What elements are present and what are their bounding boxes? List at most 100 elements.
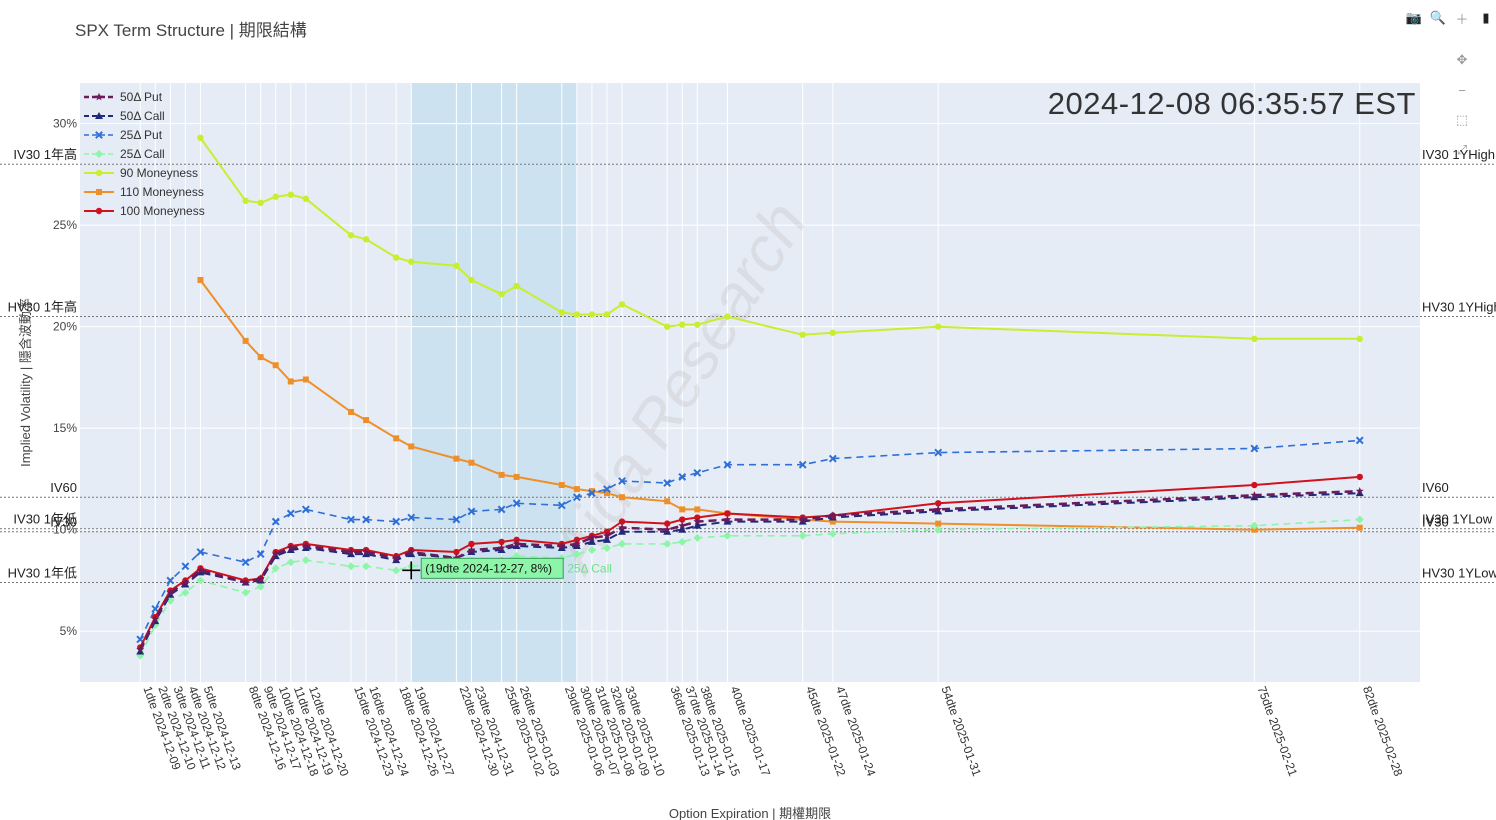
data-point-m110 (513, 473, 520, 480)
autoscale-icon[interactable]: ⤢ (1456, 142, 1468, 157)
zoom-out-icon[interactable]: − (1458, 82, 1466, 98)
data-point-m110 (1251, 526, 1258, 533)
data-point-put50 (136, 645, 145, 653)
data-point-put25 (256, 550, 265, 558)
data-point-m90 (603, 311, 611, 318)
data-point-put50 (1250, 491, 1259, 499)
data-point-m110 (588, 488, 595, 495)
zoom-icon[interactable]: 🔍 (1429, 10, 1447, 25)
reference-line-label-right: IV60 (1422, 480, 1449, 495)
data-point-m110 (603, 490, 610, 497)
camera-icon[interactable]: 📷 (1405, 10, 1423, 25)
data-point-m100 (679, 516, 686, 523)
data-point-m110 (1356, 524, 1363, 531)
data-point-put50 (392, 553, 401, 562)
data-point-m110 (829, 518, 836, 525)
y-tick-label: 15% (53, 421, 77, 435)
series-line-put50 (139, 489, 1360, 651)
series-line-m110 (199, 279, 1360, 531)
y-tick-label: 20% (53, 320, 77, 334)
data-point-put25 (181, 562, 190, 571)
data-point-m110 (498, 471, 505, 478)
data-point-put25 (934, 448, 943, 457)
data-point-put50 (798, 515, 807, 523)
data-point-m100 (618, 518, 626, 525)
pan-icon[interactable]: ✥ (1456, 52, 1468, 67)
data-point-put50 (663, 525, 672, 534)
data-point-m110 (363, 417, 370, 424)
data-point-m90 (679, 321, 686, 328)
data-point-put25 (362, 515, 370, 524)
data-point-m110 (242, 337, 249, 344)
data-point-call25 (196, 576, 205, 585)
legend-label: 25Δ Call (120, 147, 165, 161)
x-tick-label: 54dte 2025-01-31 (938, 684, 984, 778)
data-point-m100 (663, 520, 671, 527)
data-point-m100 (453, 548, 460, 556)
data-point-put25 (572, 493, 581, 502)
data-point-m90 (724, 313, 731, 320)
legend-marker-call25 (95, 150, 103, 158)
y-tick-label: 25% (53, 218, 77, 232)
data-point-call25 (723, 531, 732, 540)
data-point-m110 (694, 506, 701, 513)
data-point-m90 (1356, 335, 1363, 343)
data-point-put50 (241, 578, 250, 586)
data-point-call25 (362, 562, 371, 571)
reference-line-label-right: IV30 1YHigh (1422, 147, 1495, 162)
modebar: 📷 🔍 ＋ ▮ (1404, 8, 1496, 28)
data-point-put50 (271, 549, 280, 558)
data-point-call25 (618, 539, 627, 548)
data-point-put25 (693, 468, 702, 477)
data-point-m110 (935, 520, 942, 527)
data-point-m90 (558, 309, 565, 316)
box-select-icon[interactable]: ⬚ (1455, 112, 1469, 127)
data-point-put50 (934, 505, 943, 513)
data-point-m90 (347, 232, 355, 239)
data-point-m90 (272, 193, 279, 200)
data-point-put50 (256, 574, 265, 582)
data-point-put50 (557, 541, 566, 550)
data-point-call25 (286, 558, 295, 567)
reference-line-label: IV30 (50, 515, 77, 530)
legend: 50Δ Put 50Δ Call 25Δ Put 25Δ Call 90 Moneyne… (84, 90, 205, 218)
y-tick-label: 5% (60, 624, 78, 638)
data-point-put25 (557, 501, 566, 510)
data-point-put25 (286, 509, 295, 518)
data-point-put50 (603, 531, 611, 540)
data-point-put50 (362, 547, 371, 556)
data-point-call50 (678, 525, 687, 533)
data-point-m100 (1356, 473, 1363, 481)
data-point-call25 (271, 564, 280, 573)
data-point-put25 (512, 499, 521, 508)
zoom-in-icon[interactable]: ＋ (1455, 11, 1469, 27)
data-point-put25 (166, 576, 175, 585)
data-point-call50 (618, 527, 627, 535)
y-tick-label: 30% (53, 117, 77, 131)
data-point-m90 (513, 282, 520, 290)
data-point-m90 (408, 258, 415, 265)
data-point-m100 (935, 500, 942, 507)
data-point-put25 (452, 515, 461, 524)
bar-chart-icon[interactable]: ▮ (1482, 10, 1490, 25)
data-point-put50 (301, 541, 310, 550)
reference-line-label: IV60 (50, 480, 77, 495)
data-point-m90 (588, 311, 596, 318)
data-point-m110 (468, 459, 475, 466)
legend-marker-m90 (95, 169, 103, 177)
data-point-put25 (196, 548, 205, 556)
data-point-call25 (587, 546, 596, 555)
legend-label: 50Δ Put (120, 90, 163, 104)
data-point-m90 (498, 290, 505, 298)
data-point-call50 (602, 535, 611, 543)
data-point-m90 (453, 262, 460, 269)
data-point-m110 (408, 443, 415, 450)
data-point-put25 (678, 473, 687, 481)
data-point-m110 (287, 378, 294, 385)
data-point-m100 (498, 538, 505, 546)
data-point-put50 (497, 543, 506, 552)
data-point-put25 (301, 505, 310, 514)
reference-line-label: HV30 1年低 (8, 566, 77, 581)
data-point-m90 (618, 301, 626, 308)
